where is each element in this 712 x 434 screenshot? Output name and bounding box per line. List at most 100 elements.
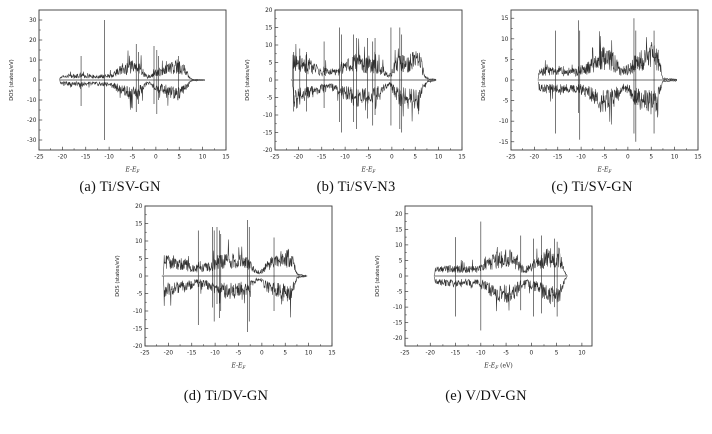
svg-text:-20: -20 xyxy=(164,351,174,357)
svg-text:-5: -5 xyxy=(602,155,608,161)
dos-chart-d: -25 -20 -15 -10 -5 0 5 10 15 -20 -15 -10 -5 0 5 10 15 20 D… xyxy=(111,200,341,372)
panel-e: -25 -20 -15 -10 -5 0 5 10 -20 -15 -10 -5 0 5 10 15 20 DOS… xyxy=(369,200,603,405)
svg-text:DOS (states/eV): DOS (states/eV) xyxy=(245,59,251,100)
dos-plot-svg-c: -25 -20 -15 -10 -5 0 5 10 15 -15 -10 -5 0 5 10 15 DOS (s… xyxy=(481,9,702,176)
svg-text:-15: -15 xyxy=(393,321,403,327)
svg-text:0: 0 xyxy=(399,274,403,280)
svg-text:10: 10 xyxy=(135,239,143,245)
svg-text:-5: -5 xyxy=(236,351,242,357)
svg-text:-5: -5 xyxy=(503,99,509,105)
svg-text:-20: -20 xyxy=(263,148,273,154)
svg-text:-5: -5 xyxy=(366,155,372,161)
svg-text:-20: -20 xyxy=(393,336,403,342)
svg-text:-15: -15 xyxy=(499,140,509,146)
svg-text:15: 15 xyxy=(694,155,702,161)
svg-text:DOS (states/eV): DOS (states/eV) xyxy=(481,59,487,100)
svg-text:10: 10 xyxy=(578,351,586,357)
dos-plot-svg-d: -25 -20 -15 -10 -5 0 5 10 15-20-15-10-505101520D… xyxy=(115,204,336,372)
dos-plot-svg-b: -25 -20 -15 -10 -5 0 5 10 15-20-15-10-505101520D… xyxy=(245,8,466,176)
chart-caption-a: (a) Ti/SV-GN xyxy=(79,179,161,195)
svg-text:0: 0 xyxy=(529,351,533,357)
dos-chart-c: -25 -20 -15 -10 -5 0 5 10 15 -15 -10 -5 0 5 10 15 DOS (s… xyxy=(477,4,707,176)
panel-a: -25 -20 -15 -10 -5 0 5 10 15 -30 -20 -10 0 10 20 30 DOS … xyxy=(3,4,237,196)
dos-chart-a: -25 -20 -15 -10 -5 0 5 10 15 -30 -20 -10 0 10 20 30 DOS … xyxy=(5,4,235,176)
figure-row-bottom: -25 -20 -15 -10 -5 0 5 10 15 -20 -15 -10 -5 0 5 10 15 20 D… xyxy=(0,200,712,405)
svg-text:-20: -20 xyxy=(58,155,68,161)
svg-text:5: 5 xyxy=(283,351,287,357)
svg-text:-25: -25 xyxy=(400,351,410,357)
chart-caption-c: (c) Ti/SV-GN xyxy=(551,179,633,195)
svg-text:E-EF: E-EF xyxy=(361,167,377,176)
panel-d: -25 -20 -15 -10 -5 0 5 10 15 -20 -15 -10 -5 0 5 10 15 20 D… xyxy=(109,200,343,405)
dos-chart-b: -25 -20 -15 -10 -5 0 5 10 15 -20 -15 -10 -5 0 5 10 15 20 D… xyxy=(241,4,471,176)
svg-text:15: 15 xyxy=(395,227,403,233)
svg-text:-5: -5 xyxy=(137,292,143,298)
svg-text:-5: -5 xyxy=(267,96,273,102)
svg-text:15: 15 xyxy=(458,155,466,161)
svg-text:15: 15 xyxy=(501,16,509,22)
svg-text:-25: -25 xyxy=(34,155,44,161)
chart-caption-d: (d) Ti/DV-GN xyxy=(183,388,269,404)
svg-text:-5: -5 xyxy=(397,290,403,296)
svg-text:0: 0 xyxy=(269,78,273,84)
svg-text:10: 10 xyxy=(671,155,679,161)
svg-text:-10: -10 xyxy=(476,351,486,357)
svg-text:10: 10 xyxy=(305,351,313,357)
svg-text:5: 5 xyxy=(505,57,509,63)
svg-text:10: 10 xyxy=(29,58,37,64)
svg-text:-20: -20 xyxy=(133,344,143,350)
svg-text:10: 10 xyxy=(265,43,273,49)
svg-text:0: 0 xyxy=(154,155,158,161)
svg-text:0: 0 xyxy=(33,78,37,84)
dos-plot-svg-a: -25 -20 -15 -10 -5 0 5 10 15 -30 -20 -10 0 10 20 30 DOS … xyxy=(9,9,230,175)
svg-text:-10: -10 xyxy=(340,155,350,161)
svg-text:DOS (states/eV): DOS (states/eV) xyxy=(9,59,15,100)
svg-text:-25: -25 xyxy=(506,155,516,161)
svg-text:E-EF (eV): E-EF (eV) xyxy=(483,363,512,372)
svg-text:0: 0 xyxy=(505,78,509,84)
svg-text:-15: -15 xyxy=(317,155,327,161)
svg-text:10: 10 xyxy=(199,155,207,161)
panel-b: -25 -20 -15 -10 -5 0 5 10 15 -20 -15 -10 -5 0 5 10 15 20 D… xyxy=(239,4,473,196)
dos-chart-e: -25 -20 -15 -10 -5 0 5 10 -20 -15 -10 -5 0 5 10 15 20 DOS… xyxy=(371,200,601,372)
svg-text:-15: -15 xyxy=(553,155,563,161)
svg-text:-15: -15 xyxy=(263,131,273,137)
svg-text:15: 15 xyxy=(135,222,143,228)
svg-text:-10: -10 xyxy=(27,98,37,104)
svg-text:5: 5 xyxy=(399,258,403,264)
svg-text:-20: -20 xyxy=(27,118,37,124)
svg-text:15: 15 xyxy=(328,351,336,357)
svg-text:10: 10 xyxy=(395,243,403,249)
svg-text:5: 5 xyxy=(649,155,653,161)
svg-text:-15: -15 xyxy=(81,155,91,161)
svg-text:-20: -20 xyxy=(530,155,540,161)
svg-text:DOS (states/eV): DOS (states/eV) xyxy=(375,255,381,296)
svg-text:-25: -25 xyxy=(270,155,280,161)
svg-text:-10: -10 xyxy=(499,119,509,125)
svg-text:DOS (states/eV): DOS (states/eV) xyxy=(115,255,121,296)
svg-text:20: 20 xyxy=(29,38,37,44)
svg-text:0: 0 xyxy=(260,351,264,357)
svg-text:20: 20 xyxy=(135,204,143,210)
svg-text:5: 5 xyxy=(269,61,273,67)
svg-text:0: 0 xyxy=(390,155,394,161)
svg-text:E-EF: E-EF xyxy=(597,167,613,176)
svg-text:-10: -10 xyxy=(576,155,586,161)
svg-text:-15: -15 xyxy=(451,351,461,357)
svg-text:0: 0 xyxy=(139,274,143,280)
svg-text:-5: -5 xyxy=(503,351,509,357)
svg-text:-10: -10 xyxy=(104,155,114,161)
svg-text:5: 5 xyxy=(139,257,143,263)
svg-text:-30: -30 xyxy=(27,138,37,144)
svg-text:5: 5 xyxy=(413,155,417,161)
chart-caption-b: (b) Ti/SV-N3 xyxy=(316,179,396,195)
svg-text:-15: -15 xyxy=(133,327,143,333)
svg-text:15: 15 xyxy=(222,155,230,161)
svg-text:-15: -15 xyxy=(187,351,197,357)
svg-text:-20: -20 xyxy=(426,351,436,357)
svg-text:E-EF: E-EF xyxy=(231,363,247,372)
panel-c: -25 -20 -15 -10 -5 0 5 10 15 -15 -10 -5 0 5 10 15 DOS (s… xyxy=(475,4,709,196)
svg-text:10: 10 xyxy=(435,155,443,161)
svg-text:0: 0 xyxy=(626,155,630,161)
